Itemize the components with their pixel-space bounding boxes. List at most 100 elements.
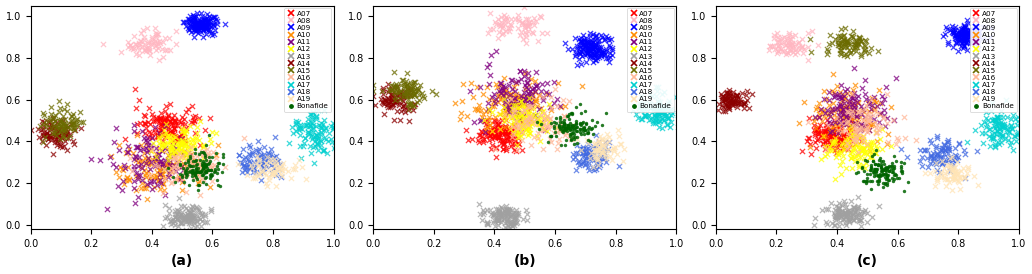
Point [584,126,601,130]
Point [392,89,409,94]
Point [647,118,664,123]
Point [879,121,896,125]
Point [813,135,830,139]
Point [522,105,539,110]
Point [862,172,878,176]
Point [496,221,513,226]
Point [311,123,327,127]
Point [840,135,857,140]
Point [479,124,495,128]
Point [387,99,404,103]
Point [528,116,545,121]
Point [826,139,842,143]
Point [969,26,986,30]
Point [235,164,252,169]
Point [194,17,211,21]
Point [491,96,508,101]
Point [850,133,867,137]
Point [495,13,512,18]
Point [572,52,588,56]
Point [819,52,836,56]
Point [990,115,1006,119]
Point [511,118,527,122]
Point [840,141,857,145]
Point [509,143,525,147]
Point [397,90,414,94]
Point [546,125,562,130]
Point [166,118,183,122]
Point [496,119,513,123]
Point [842,112,859,116]
Point [503,96,519,101]
Point [739,98,755,102]
Point [827,214,843,219]
Point [777,52,794,56]
Point [943,164,960,168]
Point [807,116,824,120]
Point [165,144,182,148]
Point [635,102,651,107]
Point [502,98,518,102]
Point [160,171,176,176]
Point [155,181,171,186]
Point [47,131,64,136]
Point [939,177,956,181]
Point [899,155,915,160]
Point [197,169,214,173]
Point [174,129,191,134]
Point [412,83,428,87]
Point [167,153,184,158]
Point [557,123,574,128]
Point [217,165,233,170]
Point [489,94,506,98]
Point [828,107,844,112]
Point [769,31,785,35]
Point [454,99,471,103]
Point [385,84,401,89]
Point [485,118,502,122]
Point [974,37,991,41]
Point [400,87,417,91]
Point [116,182,132,186]
Point [576,125,592,130]
Point [192,22,208,26]
Point [599,132,615,136]
Point [845,66,862,71]
Point [265,162,282,167]
Point [497,118,514,122]
Point [52,142,68,146]
Point [153,164,169,168]
Point [57,117,73,121]
Point [848,136,865,141]
Point [205,163,222,167]
Point [175,216,192,220]
Point [853,149,870,153]
Point [35,134,52,138]
Point [63,114,79,118]
Point [571,160,587,164]
Point [861,102,877,106]
Point [395,92,412,96]
Point [847,214,864,219]
Point [515,104,531,108]
Point [155,40,171,45]
Point [277,167,293,172]
Point [994,125,1010,130]
Point [198,170,215,175]
Point [820,144,837,148]
Point [585,47,602,51]
Point [952,35,968,39]
Point [843,215,860,219]
Point [773,41,789,46]
Point [929,134,945,138]
Point [833,121,849,126]
Point [721,95,738,99]
Point [510,120,526,125]
Point [651,119,668,123]
Point [185,21,201,25]
Point [783,41,800,46]
Point [819,152,836,156]
Point [968,34,985,39]
Point [837,213,853,217]
Point [955,37,971,42]
